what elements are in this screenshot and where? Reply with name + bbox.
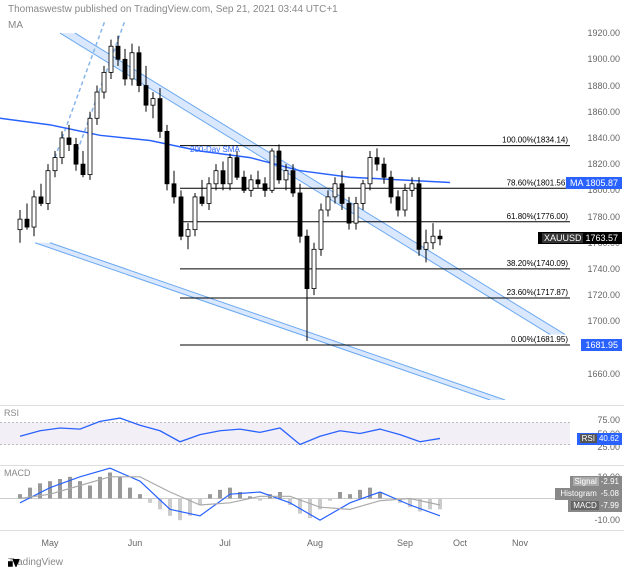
svg-text:0.00%(1681.95): 0.00%(1681.95) [511, 335, 568, 344]
svg-text:78.60%(1801.56): 78.60%(1801.56) [507, 178, 569, 187]
x-tick-label: Nov [512, 538, 528, 548]
svg-text:100.00%(1834.14): 100.00%(1834.14) [502, 136, 568, 145]
y-tick-label: 1840.00 [587, 133, 620, 143]
y-tick-label: 1860.00 [587, 107, 620, 117]
y-tick-label: 1880.00 [587, 81, 620, 91]
macd-macd_line-badge: MACD-7.99 [568, 500, 622, 512]
svg-text:23.60%(1717.87): 23.60%(1717.87) [507, 288, 569, 297]
y-tick-label: 1780.00 [587, 212, 620, 222]
x-axis: May Jun Jul Aug Sep Oct Nov [0, 530, 624, 550]
svg-text:61.80%(1776.00): 61.80%(1776.00) [507, 212, 569, 221]
macd-signal-badge: Signal-2.91 [570, 476, 622, 488]
y-tick-label: 1720.00 [587, 290, 620, 300]
price-badge: XAUUSD1763.57 [538, 232, 622, 244]
x-tick-label: Oct [453, 538, 467, 548]
sma-label: 200-Day SMA [190, 145, 240, 154]
x-tick-label: Jun [128, 538, 143, 548]
x-tick-label: Sep [397, 538, 413, 548]
y-tick-label: 1660.00 [587, 369, 620, 379]
y-tick-label: 1820.00 [587, 159, 620, 169]
rsi-badge: RSI40.62 [577, 433, 622, 445]
y-tick-label: 1740.00 [587, 264, 620, 274]
macd-panel[interactable]: MACD -10.000.0010.00Signal-2.91Histogram… [0, 465, 624, 530]
tv-icon [8, 557, 20, 567]
ma-badge: MA 1805.87 [566, 177, 622, 189]
y-tick-label: 1900.00 [587, 54, 620, 64]
macd-histogram-badge: Histogram-5.08 [555, 488, 622, 500]
rsi-panel[interactable]: RSI 25.0050.0075.00RSI40.62 [0, 405, 624, 460]
y-tick-label: 1920.00 [587, 28, 620, 38]
x-tick-label: May [41, 538, 58, 548]
chart-container: Thomaswestw published on TradingView.com… [0, 0, 624, 572]
main-price-chart[interactable]: 100.00%(1834.14) 78.60%(1801.56) 61.80%(17… [0, 20, 624, 400]
y-tick-label: 1700.00 [587, 316, 620, 326]
tradingview-logo: TradingView [8, 557, 63, 568]
svg-text:38.20%(1740.09): 38.20%(1740.09) [507, 259, 569, 268]
rsi-tick: 75.00 [597, 415, 620, 425]
chart-header: Thomaswestw published on TradingView.com… [8, 4, 338, 15]
fib-badge: 1681.95 [581, 339, 622, 351]
x-tick-label: Aug [307, 538, 323, 548]
x-tick-label: Jul [219, 538, 231, 548]
macd-tick: -10.00 [594, 515, 620, 525]
